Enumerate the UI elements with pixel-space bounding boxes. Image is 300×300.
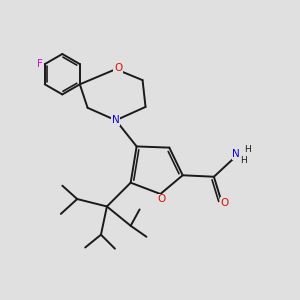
Text: N: N [232,149,240,160]
Text: N: N [112,115,120,125]
Text: O: O [158,194,166,204]
Text: O: O [221,198,229,208]
Text: H: H [240,157,246,166]
Text: O: O [114,63,122,73]
Text: H: H [244,145,250,154]
Text: F: F [38,59,43,69]
